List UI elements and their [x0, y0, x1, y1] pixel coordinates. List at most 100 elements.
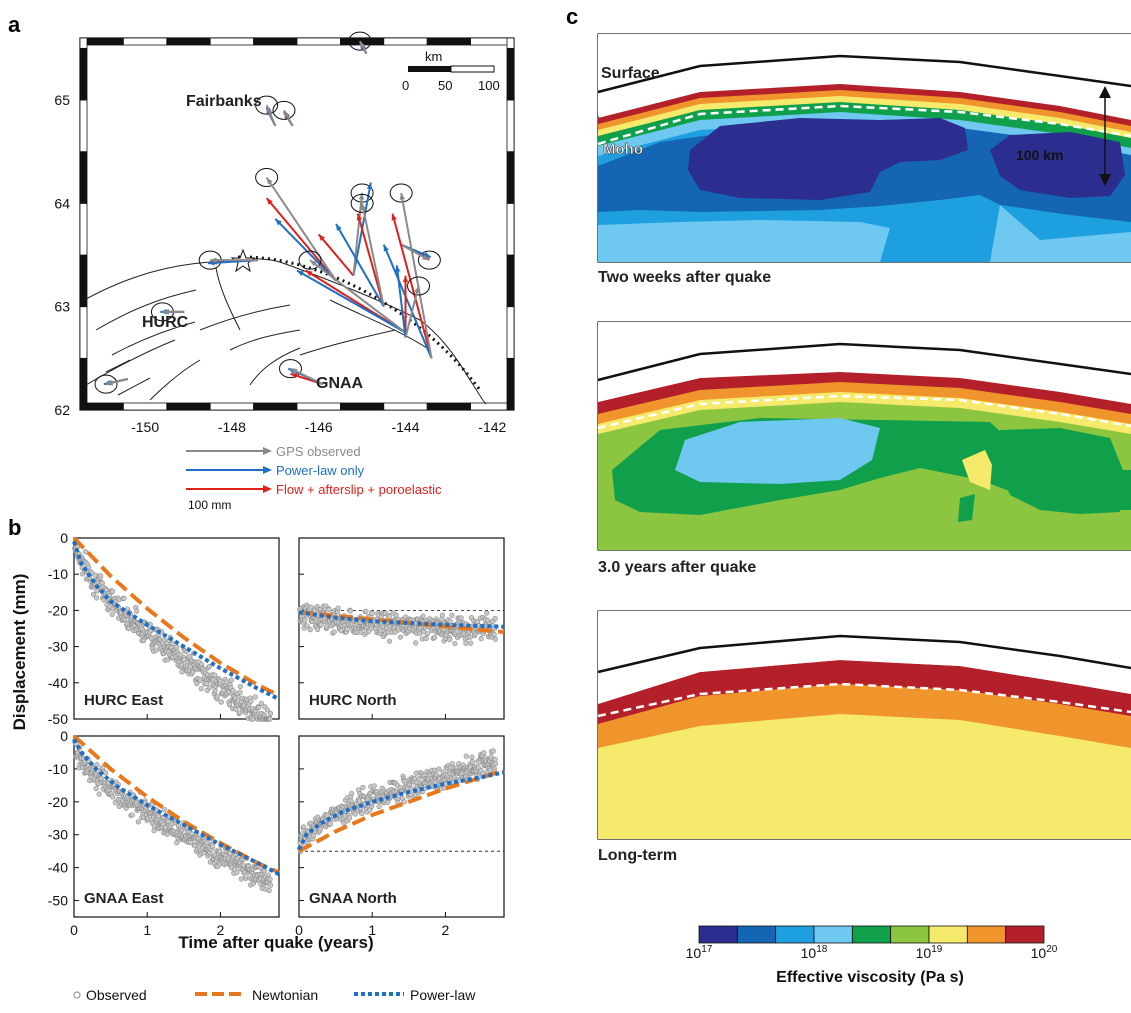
observed-point [349, 791, 354, 796]
observed-point [171, 641, 176, 646]
cb-tick: 1020 [1031, 944, 1058, 961]
observed-point [253, 695, 258, 700]
observed-point [97, 792, 102, 797]
km-scale-50: 50 [438, 78, 452, 93]
map-border-right [507, 203, 514, 255]
observed-point [440, 613, 445, 618]
b-ylabel: Displacement (mm) [10, 574, 29, 731]
observed-point [491, 749, 496, 754]
b-subplot-title: GNAA East [84, 890, 163, 907]
observed-point [210, 844, 215, 849]
map-border-right [507, 255, 514, 307]
place-hurc: HURC [142, 314, 189, 331]
observed-point [244, 874, 249, 879]
snapshot-three-years: 3.0 years after quake [598, 322, 1131, 576]
map-legend: GPS observed Power-law only Flow + after… [186, 444, 442, 512]
map-xtick: -150 [131, 419, 159, 435]
b-ytick: 0 [60, 530, 68, 546]
observed-point [421, 614, 426, 619]
observed-point [493, 616, 498, 621]
observed-point [477, 760, 482, 765]
observed-point [464, 754, 469, 759]
observed-point [424, 636, 429, 641]
observed-point [470, 755, 475, 760]
map-border-top [384, 38, 427, 45]
b-subplot-hurc-north: HURC North [297, 538, 504, 719]
observed-point [122, 596, 127, 601]
observed-point [267, 888, 272, 893]
observed-point [213, 688, 218, 693]
legend-arrowhead-gps [263, 447, 272, 455]
colorbar-swatch [967, 926, 1005, 943]
observed-point [336, 606, 341, 611]
legend-newtonian: Newtonian [252, 987, 318, 1003]
viscosity-colorbar [699, 926, 1044, 943]
legend-gps: GPS observed [276, 444, 361, 459]
colorbar-swatch [852, 926, 890, 943]
cb-tick: 1019 [916, 944, 943, 961]
observed-point [239, 877, 244, 882]
b-xtick: 1 [143, 922, 151, 938]
observed-point [301, 825, 306, 830]
observed-point [235, 870, 240, 875]
map-border-bottom [254, 403, 297, 410]
observed-point [459, 616, 464, 621]
km-scale-100: 100 [478, 78, 500, 93]
km-scale-0: 0 [402, 78, 409, 93]
observed-point [303, 618, 308, 623]
map-border-right [507, 38, 514, 48]
b-xtick: 0 [70, 922, 78, 938]
observed-point [229, 678, 234, 683]
b-ytick: -10 [48, 761, 68, 777]
b-ytick: -20 [48, 794, 68, 810]
b-xtick: 1 [368, 922, 376, 938]
observed-point [238, 690, 243, 695]
observed-point [100, 765, 105, 770]
colorbar-swatch [699, 926, 737, 943]
observed-point [493, 637, 498, 642]
b-subplot-hurc-east: 0-10-20-30-40-50HURC East [48, 530, 279, 727]
map-border-top [297, 38, 340, 45]
b-subplot-title: HURC East [84, 692, 163, 709]
snapshot3-caption: Long-term [598, 847, 677, 864]
map-xtick: -144 [391, 419, 419, 435]
observed-point [94, 786, 99, 791]
b-ytick: 0 [60, 728, 68, 744]
observed-point [464, 641, 469, 646]
b-ytick: -20 [48, 602, 68, 618]
km-scale-title: km [425, 49, 442, 64]
observed-point [136, 820, 141, 825]
legend-powerlaw: Power-law only [276, 463, 365, 478]
map-border-top [427, 38, 470, 45]
surface-label: Surface [601, 65, 660, 82]
observed-point [348, 609, 353, 614]
observed-point [493, 761, 498, 766]
observed-point [215, 694, 220, 699]
observed-point [450, 761, 455, 766]
map-border-bottom [427, 403, 470, 410]
colorbar-swatch [737, 926, 775, 943]
b-ytick: -30 [48, 639, 68, 655]
s1-deep-left [598, 220, 890, 262]
panel-a-map: -150 -148 -146 -144 -14262636465 Fairbanks H… [54, 32, 514, 512]
observed-point [345, 627, 350, 632]
map-border-bottom [384, 403, 427, 410]
colorbar-swatch [1006, 926, 1044, 943]
observed-point [110, 795, 115, 800]
observed-point [413, 641, 418, 646]
observed-point [450, 613, 455, 618]
observed-point [103, 770, 108, 775]
observed-point [165, 658, 170, 663]
observed-point [360, 811, 365, 816]
map-ytick: 63 [54, 299, 70, 315]
observed-point [127, 626, 132, 631]
colorbar-swatch [814, 926, 852, 943]
b-subplot-title: HURC North [309, 692, 397, 709]
legend-observed: Observed [86, 987, 147, 1003]
map-xtick: -146 [305, 419, 333, 435]
observed-point [249, 699, 254, 704]
observed-point [347, 816, 352, 821]
snapshot-long-term: Long-term [598, 611, 1131, 864]
place-gnaa: GNAA [316, 375, 364, 392]
map-border-left [80, 203, 87, 255]
